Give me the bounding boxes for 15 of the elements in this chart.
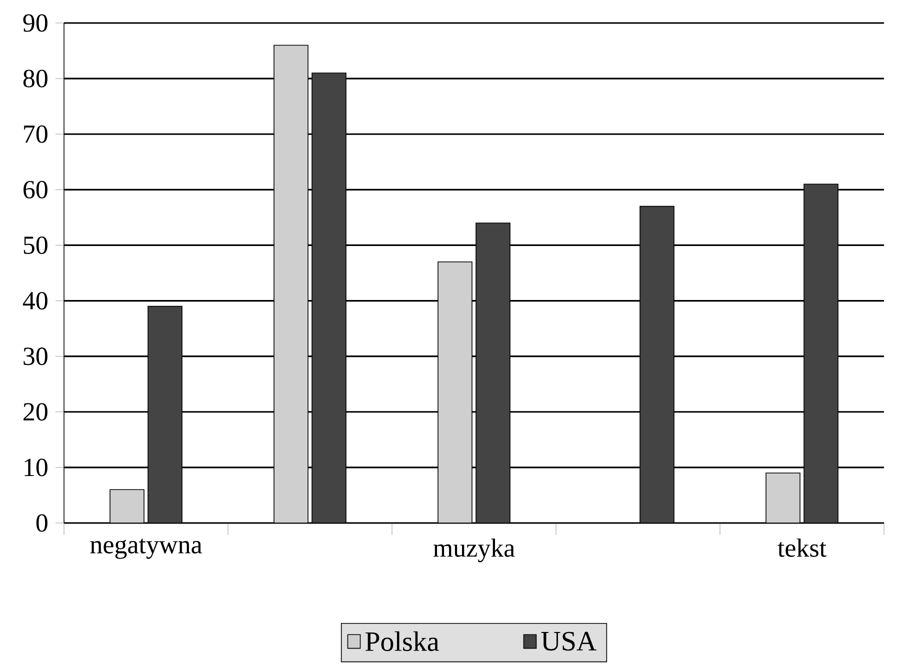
y-tick-label: 40 (22, 292, 48, 310)
y-tick-label: 90 (23, 14, 48, 32)
y-tick-label: 20 (24, 403, 48, 421)
y-tick-label: 70 (24, 125, 48, 143)
y-tick-label: 60 (24, 180, 48, 198)
y-tick-label: 80 (23, 70, 48, 88)
y-tick-label: 10 (24, 458, 48, 476)
legend-label: USA (541, 632, 596, 651)
x-tick-label: tekst (778, 538, 826, 557)
x-tick-label: muzyka (433, 538, 515, 562)
y-tick-label: 50 (24, 236, 48, 254)
legend-label: Polska (365, 631, 439, 652)
y-tick-label: 0 (36, 514, 48, 532)
x-tick-label: negatywna (90, 538, 202, 559)
y-tick-label: 30 (24, 348, 48, 366)
